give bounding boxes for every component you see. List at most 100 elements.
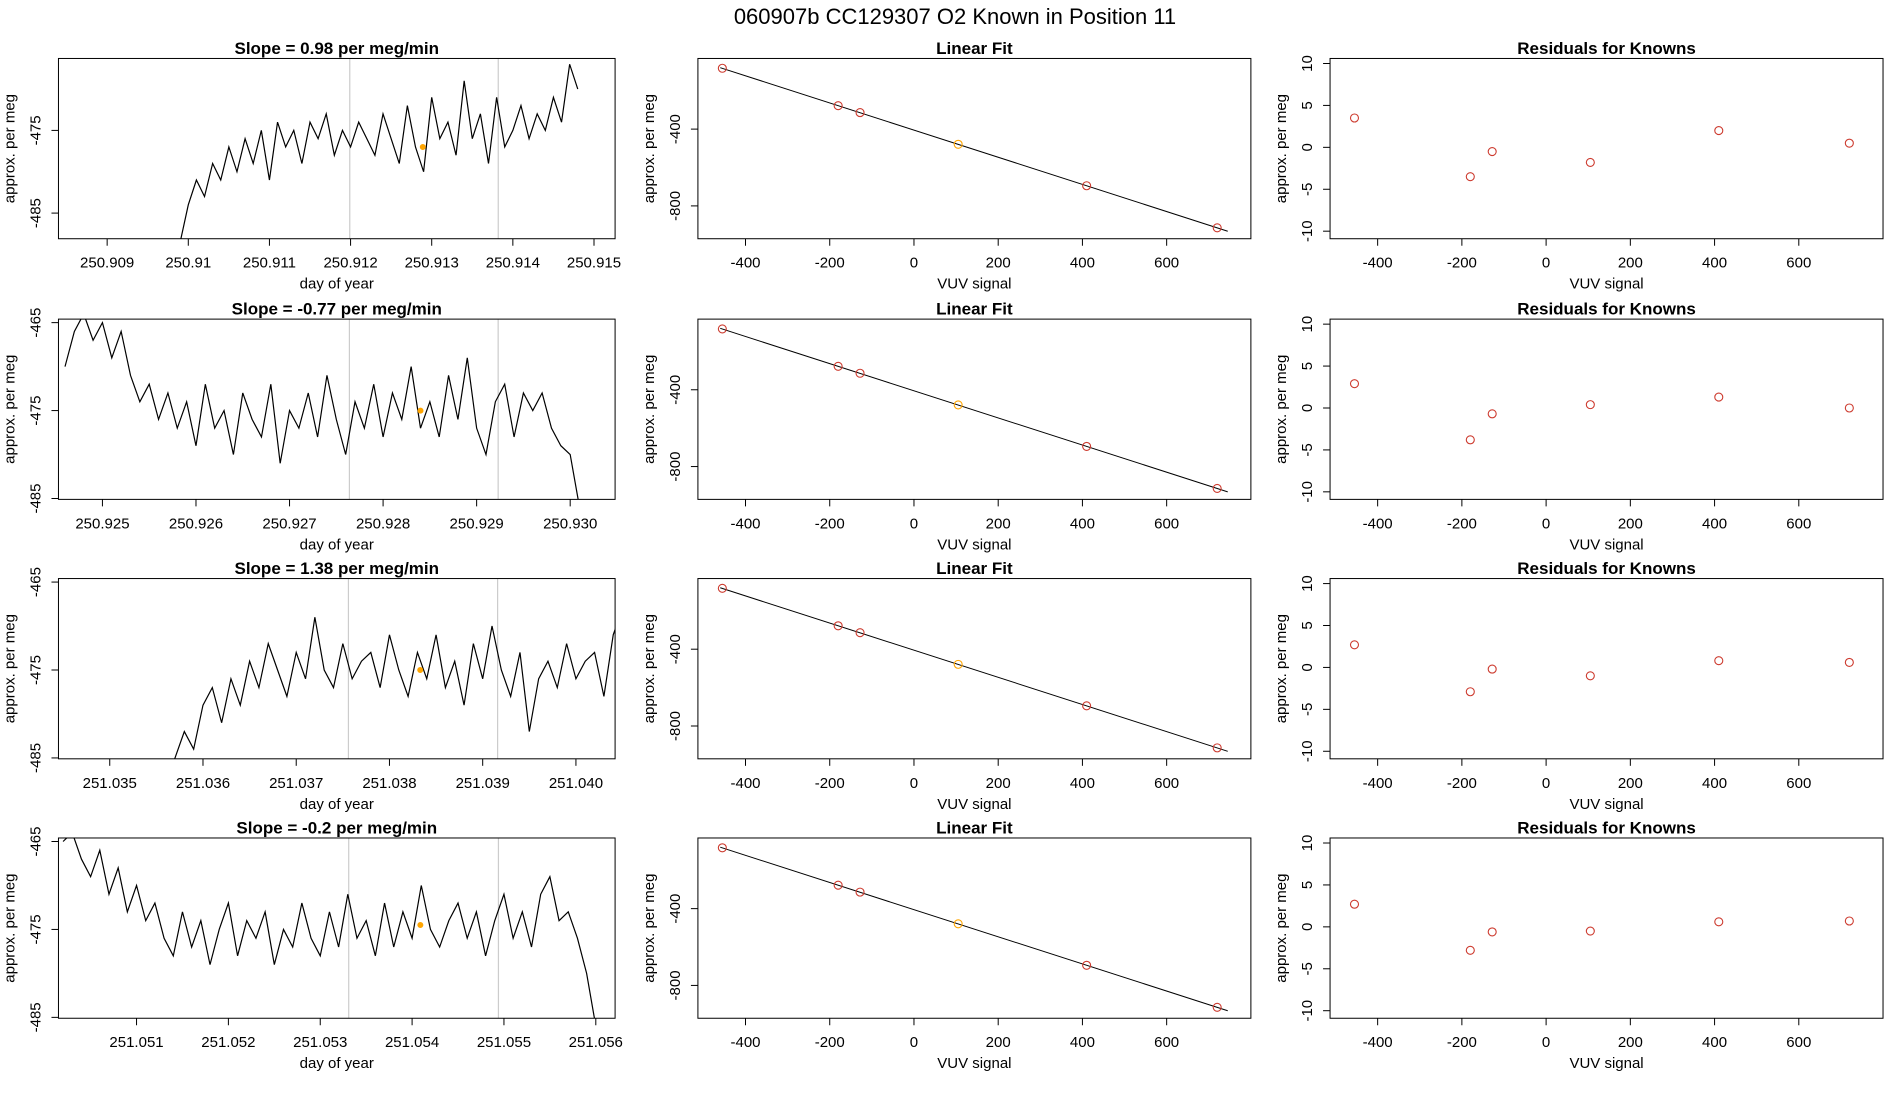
point (1714, 392, 1724, 402)
plot-frame (697, 57, 1252, 240)
plot-area (174, 578, 616, 759)
x-tick-label: 250.915 (567, 255, 621, 272)
point (717, 63, 727, 73)
panel: Linear Fit VUV signal approx. per meg -400 -… (641, 300, 1252, 553)
plot-frame (1329, 837, 1884, 1019)
x-tick-label: -200 (1447, 1034, 1477, 1051)
point (953, 659, 963, 669)
x-tick-label: 200 (1618, 775, 1643, 792)
x-tick-label: 251.038 (362, 775, 416, 792)
panel: Linear Fit VUV signal approx. per meg -400 -… (641, 559, 1252, 813)
y-tick-label: -465 (27, 308, 44, 338)
plot-area (717, 583, 1228, 753)
y-tick-label: -485 (27, 483, 44, 513)
x-tick-label: 600 (1154, 1034, 1179, 1051)
y-tick-label: 0 (1299, 663, 1316, 671)
x-axis-label: day of year (300, 1055, 374, 1072)
x-tick-label: 250.909 (80, 255, 134, 272)
x-tick-label: 0 (1542, 515, 1550, 532)
data-line (180, 64, 579, 239)
x-tick-label: -400 (730, 775, 760, 792)
y-tick-label: -5 (1299, 962, 1316, 975)
y-tick-label: 10 (1299, 55, 1316, 72)
x-tick-label: 251.051 (109, 1034, 163, 1051)
highlight-point (417, 922, 424, 929)
plot-area (1349, 379, 1854, 445)
x-axis-label: VUV signal (1569, 796, 1643, 813)
x-tick-label: 0 (1542, 255, 1550, 272)
fit-line (720, 67, 1228, 232)
point (1487, 146, 1497, 157)
point (1465, 687, 1475, 697)
y-tick-label: -10 (1299, 1000, 1316, 1022)
x-axis-label: VUV signal (937, 276, 1011, 293)
point (717, 324, 727, 334)
y-axis-label: approx. per meg (1273, 873, 1290, 982)
panel: Slope = 0.98 per meg/min day of year appro… (1, 39, 621, 293)
point (855, 628, 865, 638)
plot-area (1349, 640, 1854, 697)
y-tick-label: -485 (27, 198, 44, 228)
y-tick-label: -400 (667, 114, 684, 144)
x-tick-label: 600 (1786, 255, 1811, 272)
x-tick-label: -200 (1447, 255, 1477, 272)
point (1844, 916, 1854, 926)
panel: Slope = -0.77 per meg/min day of year appr… (1, 300, 616, 553)
x-tick-label: 250.912 (323, 255, 377, 272)
y-tick-label: -475 (27, 914, 44, 944)
x-tick-label: 250.911 (243, 255, 296, 272)
x-tick-label: -200 (815, 255, 845, 272)
highlight-point (417, 407, 424, 414)
y-tick-label: -800 (667, 970, 684, 1000)
plot-area (62, 837, 596, 1019)
x-tick-label: 600 (1154, 515, 1179, 532)
x-axis-label: VUV signal (937, 536, 1011, 553)
x-tick-label: 251.056 (569, 1034, 623, 1051)
point (1465, 172, 1475, 182)
plot-frame (697, 318, 1252, 500)
point (833, 101, 843, 111)
point (1585, 157, 1595, 167)
point (1465, 435, 1475, 445)
x-tick-label: 200 (986, 775, 1011, 792)
x-tick-label: 251.035 (83, 775, 137, 792)
y-axis-label: approx. per meg (1, 94, 18, 203)
x-tick-label: 251.052 (201, 1034, 255, 1051)
point (1487, 927, 1497, 937)
y-axis-label: approx. per meg (1273, 355, 1290, 464)
x-tick-label: 251.036 (176, 775, 230, 792)
point (1585, 926, 1595, 936)
x-tick-label: 600 (1786, 775, 1811, 792)
x-tick-label: 251.053 (293, 1034, 347, 1051)
panel: Linear Fit VUV signal approx. per meg -400 -… (641, 39, 1252, 293)
x-tick-label: -200 (815, 1034, 845, 1051)
x-tick-label: 251.054 (385, 1034, 439, 1051)
x-tick-label: -400 (1363, 1034, 1393, 1051)
y-axis-label: approx. per meg (641, 94, 658, 203)
x-tick-label: 250.927 (262, 515, 316, 532)
y-tick-label: -475 (27, 396, 44, 426)
point (1465, 945, 1475, 955)
panel-title: Slope = 1.38 per meg/min (234, 559, 439, 578)
y-tick-label: 10 (1299, 575, 1316, 592)
plot-frame (57, 57, 616, 240)
x-tick-label: 251.055 (477, 1034, 531, 1051)
x-tick-label: 250.914 (486, 255, 540, 272)
y-tick-label: -800 (667, 711, 684, 741)
x-tick-label: 0 (910, 1034, 918, 1051)
panel: Residuals for Knowns VUV signal approx. pe… (1273, 559, 1884, 813)
y-axis-label: approx. per meg (1273, 614, 1290, 723)
panel: Residuals for Knowns VUV signal approx. pe… (1273, 300, 1884, 553)
point (1212, 223, 1222, 233)
point (1349, 379, 1360, 389)
y-tick-label: -400 (667, 894, 684, 924)
plot-frame (1329, 318, 1884, 500)
x-tick-label: 0 (910, 515, 918, 532)
x-tick-label: 251.040 (549, 775, 603, 792)
y-tick-label: 10 (1299, 316, 1316, 333)
x-tick-label: 600 (1154, 775, 1179, 792)
point (1585, 400, 1595, 410)
x-tick-label: 600 (1786, 1034, 1811, 1051)
